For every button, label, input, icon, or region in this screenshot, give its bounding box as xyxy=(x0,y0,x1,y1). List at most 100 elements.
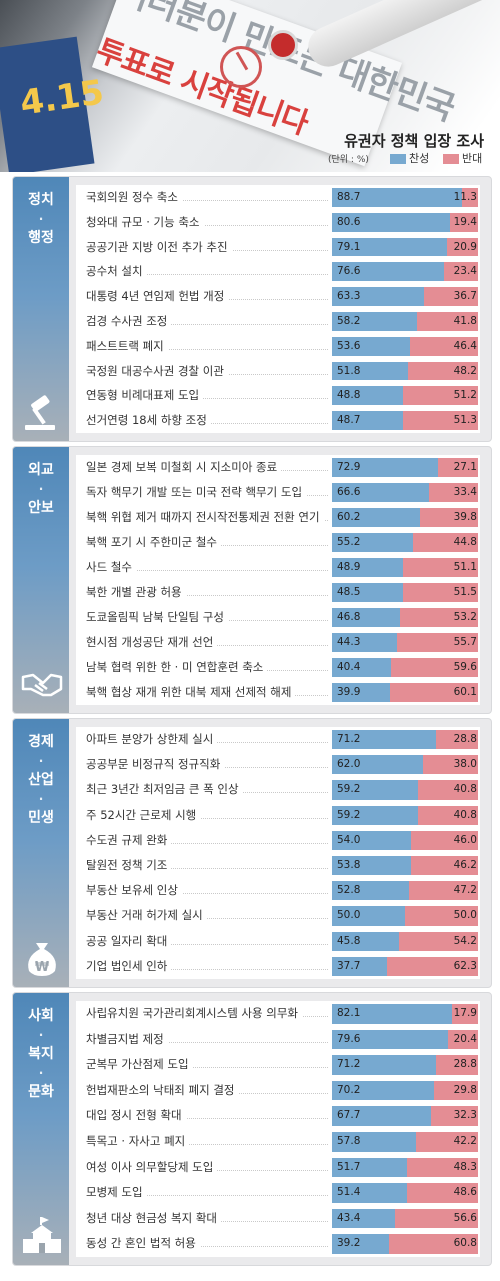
group-label-strip xyxy=(13,447,69,713)
category-label: 공공부문 비정규직 정규직화 xyxy=(86,752,225,778)
value-label-for: 51.8 xyxy=(337,364,361,377)
bar-for xyxy=(332,336,411,356)
value-label-against: 39.8 xyxy=(453,511,477,523)
bar-against xyxy=(396,633,478,652)
value-label-against: 51.5 xyxy=(453,586,477,598)
leader-line xyxy=(90,1041,328,1043)
bar-for xyxy=(332,188,462,207)
bar-against xyxy=(429,483,478,502)
value-label-for: 62.0 xyxy=(337,758,361,771)
category-label: 수도권 규제 완화 xyxy=(86,827,172,853)
bar-row: 독자 핵무기 개발 또는 미국 전략 핵무기 도입 66.6 33.4 xyxy=(76,480,480,505)
category-label: 군복무 가산점제 도입 xyxy=(86,1052,193,1078)
bar-for xyxy=(332,755,423,775)
bar-for xyxy=(332,312,417,331)
bar-row: 패스트트랙 폐지 53.6 46.4 xyxy=(76,333,480,359)
value-label-for: 63.3 xyxy=(337,290,361,303)
bar-against xyxy=(443,262,478,282)
bar-row: 주 52시간 근로제 시행 59.2 40.8 xyxy=(76,802,480,828)
group-label-separator: · xyxy=(38,482,44,496)
category-label: 최근 3년간 최저임금 큰 폭 인상 xyxy=(86,777,243,803)
value-label-for: 72.9 xyxy=(337,461,361,473)
bar-against xyxy=(416,1132,478,1152)
value-label-against: 56.6 xyxy=(453,1211,477,1224)
value-label-against: 48.2 xyxy=(453,364,477,377)
value-label-for: 57.8 xyxy=(337,1135,361,1147)
bar-against xyxy=(409,881,478,901)
value-label-against: 41.8 xyxy=(453,315,477,327)
group-panel: 일본 경제 보복 미철회 시 지소미아 종료 72.9 27.1 독자 핵무기 개발 … xyxy=(76,455,480,705)
value-label-for: 79.6 xyxy=(337,1032,361,1045)
bar-for xyxy=(332,508,420,527)
gavel-icon xyxy=(21,393,63,431)
value-label-for: 44.3 xyxy=(337,636,361,648)
bar-row: 청년 대상 현금성 복지 확대 43.4 56.6 xyxy=(76,1205,480,1232)
category-label: 모병제 도입 xyxy=(86,1180,147,1206)
value-label-for: 71.2 xyxy=(337,1058,361,1071)
bar-row: 모병제 도입 51.4 48.6 xyxy=(76,1180,480,1206)
bar-against xyxy=(400,608,478,627)
value-label-against: 51.1 xyxy=(453,561,477,573)
group-section: 정치 · 행정 국회의원 정수 축소 88.7 11.3 청와대 규모 · 기능 축소 80.… xyxy=(12,176,492,442)
value-label-for: 51.4 xyxy=(337,1186,361,1199)
category-label: 국정원 대공수사권 경찰 이관 xyxy=(86,358,228,384)
legend-label-against: 반대 xyxy=(462,152,483,165)
bar-row: 북핵 협상 재개 위한 대북 제재 선제적 해제 39.9 60.1 xyxy=(76,680,480,705)
group-label-strip xyxy=(13,177,69,441)
leader-line xyxy=(90,224,328,226)
bar-for xyxy=(332,830,411,850)
value-label-for: 71.2 xyxy=(337,733,361,745)
bar-against xyxy=(410,856,478,876)
category-label: 공공기관 지방 이전 추가 추진 xyxy=(86,234,232,260)
value-label-against: 36.7 xyxy=(453,290,477,303)
group-label: 사회 · 복지 · 문화 xyxy=(13,1007,69,1102)
value-label-for: 55.2 xyxy=(337,536,361,548)
bar-row: 대입 정시 전형 확대 67.7 32.3 xyxy=(76,1103,480,1129)
value-label-for: 59.2 xyxy=(337,808,361,821)
bar-for xyxy=(332,1004,452,1024)
value-label-against: 20.4 xyxy=(453,1032,477,1045)
bar-against xyxy=(410,336,478,356)
category-label: 북핵 위협 제거 때까지 전시작전통제권 전환 연기 xyxy=(86,505,324,530)
bar-against xyxy=(410,830,478,850)
bar-for xyxy=(332,881,410,901)
category-label: 남북 협력 위한 한 · 미 연합훈련 축소 xyxy=(86,655,268,680)
unit-label: (단위 : %) xyxy=(328,155,369,165)
bar-row: 검경 수사권 조정 58.2 41.8 xyxy=(76,309,480,334)
bar-for xyxy=(332,608,401,627)
bar-row: 공수처 설치 76.6 23.4 xyxy=(76,259,480,285)
group-label-text: 민생 xyxy=(28,810,54,826)
value-label-for: 48.8 xyxy=(337,389,361,402)
bar-row: 국회의원 정수 축소 88.7 11.3 xyxy=(76,185,480,210)
group-label-separator: · xyxy=(38,792,44,806)
value-label-for: 52.8 xyxy=(337,884,361,897)
bar-row: 공공기관 지방 이전 추가 추진 79.1 20.9 xyxy=(76,234,480,260)
bar-against xyxy=(461,188,478,207)
bar-for xyxy=(332,931,399,951)
value-label-against: 62.3 xyxy=(453,959,477,972)
category-label: 헌법재판소의 낙태죄 폐지 결정 xyxy=(86,1077,239,1104)
value-label-against: 48.6 xyxy=(453,1186,477,1199)
category-label: 대입 정시 전형 확대 xyxy=(86,1103,186,1129)
bar-against xyxy=(403,558,478,577)
bar-row: 국정원 대공수사권 경찰 이관 51.8 48.2 xyxy=(76,358,480,384)
value-label-for: 48.7 xyxy=(337,414,361,427)
category-label: 일본 경제 보복 미철회 시 지소미아 종료 xyxy=(86,455,282,480)
leader-line xyxy=(90,1144,328,1145)
bar-row: 사드 철수 48.9 51.1 xyxy=(76,555,480,580)
value-label-against: 44.8 xyxy=(453,536,477,548)
chart-title: 유권자 정책 입장 조사 xyxy=(344,132,484,150)
group-label: 경제 · 산업 · 민생 xyxy=(13,733,69,828)
bar-against xyxy=(403,386,478,406)
category-label: 독자 핵무기 개발 또는 미국 전략 핵무기 도입 xyxy=(86,480,307,505)
bar-against xyxy=(402,583,478,602)
bar-against xyxy=(407,361,478,381)
value-label-for: 50.0 xyxy=(337,909,361,922)
category-label: 사드 철수 xyxy=(86,555,136,580)
value-label-against: 51.3 xyxy=(453,414,477,427)
value-label-against: 17.9 xyxy=(453,1007,477,1019)
value-label-for: 53.8 xyxy=(337,859,361,871)
value-label-for: 54.0 xyxy=(337,833,361,846)
bar-for xyxy=(332,856,411,876)
category-label: 차별금지법 제정 xyxy=(86,1026,168,1053)
